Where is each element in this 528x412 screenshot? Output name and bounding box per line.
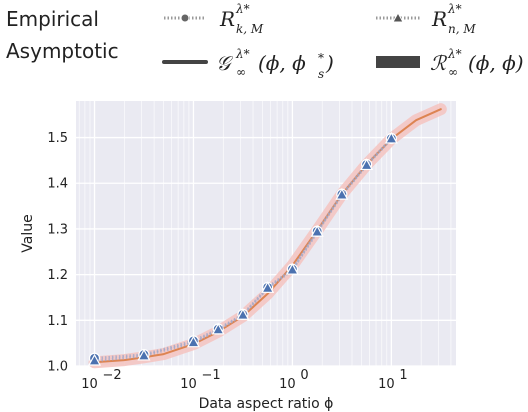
x-tick-label: 10	[378, 377, 395, 392]
legend-r-inf-sup: λ*	[447, 47, 462, 61]
legend-handle-r-km	[164, 13, 206, 23]
legend-r-inf-base: ℛ	[430, 51, 448, 75]
data-point-triangle	[236, 308, 250, 320]
legend-r-nm-base: R	[431, 7, 447, 31]
y-tick-label: 1.0	[47, 360, 68, 375]
x-tick-label: 10	[279, 377, 296, 392]
x-tick-label: 10	[180, 377, 197, 392]
legend-r-inf-sub: ∞	[448, 65, 458, 79]
legend-label-r-inf: ℛ λ* ∞ (ϕ, ϕ)	[430, 47, 524, 79]
x-tick-exponent: 0	[300, 368, 308, 383]
data-point-triangle	[360, 158, 374, 171]
data-point-triangle	[261, 281, 275, 293]
data-point-triangle	[186, 335, 200, 348]
y-tick-label: 1.4	[47, 177, 68, 192]
legend-group-empirical: Empirical	[6, 7, 99, 31]
x-tick-label: 10	[81, 377, 98, 392]
legend-r-km-base: R	[219, 7, 235, 31]
plot-area: 10 −2 10 −1 10 0 10 1 1.0 1.1 1.2 1.3 1.4 1.5 Data a…	[20, 101, 456, 412]
legend-r-km-sub: k, M	[236, 22, 264, 36]
x-tick-exponent: 1	[399, 368, 407, 383]
data-point-triangle	[211, 322, 225, 335]
y-tick-label: 1.3	[47, 222, 68, 237]
legend-g-args-sup: *	[318, 51, 324, 65]
data-point-triangle	[87, 353, 102, 366]
legend-group-asymptotic: Asymptotic	[6, 39, 119, 63]
legend-r-km-sup: λ*	[235, 2, 250, 16]
x-tick-exponent: −2	[103, 368, 122, 383]
legend-g-args-sub: s	[318, 67, 324, 81]
y-axis-label: Value	[20, 214, 36, 252]
data-point-triangle	[384, 131, 398, 144]
legend-label-r-nm: R λ* n, M	[431, 2, 476, 36]
legend-g-args-end: )	[325, 51, 334, 75]
legend-g-sub: ∞	[236, 65, 246, 79]
plot-background	[76, 101, 456, 366]
data-point-triangle	[137, 348, 151, 361]
y-tick-label: 1.2	[47, 268, 68, 283]
legend-g-base: 𝒢	[216, 51, 234, 75]
series-layer	[87, 103, 447, 369]
legend-label-r-km: R λ* k, M	[219, 2, 264, 36]
x-tick-labels: 10 −2 10 −1 10 0 10 1	[81, 368, 407, 392]
legend-handle-r-nm	[376, 11, 420, 23]
x-tick-exponent: −1	[201, 368, 220, 383]
series-line-g	[93, 108, 442, 364]
x-axis-label: Data aspect ratio ϕ	[199, 396, 334, 412]
legend-g-sup: λ*	[235, 47, 250, 61]
legend-r-inf-args: (ϕ, ϕ)	[468, 51, 524, 75]
y-tick-label: 1.5	[47, 131, 68, 146]
legend-g-args: (ϕ, ϕ	[258, 51, 306, 75]
y-tick-label: 1.1	[47, 314, 68, 329]
legend-label-g: 𝒢 λ* ∞ (ϕ, ϕ s * )	[216, 47, 334, 81]
data-point-triangle	[285, 262, 299, 275]
data-point-triangle	[310, 224, 324, 237]
legend-r-nm-sup: λ*	[447, 2, 462, 16]
legend: Empirical Asymptotic R λ* k, M R λ* n, M…	[6, 2, 524, 81]
data-point-triangle	[335, 187, 349, 200]
legend-r-nm-sub: n, M	[448, 22, 476, 36]
y-tick-labels: 1.0 1.1 1.2 1.3 1.4 1.5	[47, 131, 68, 374]
